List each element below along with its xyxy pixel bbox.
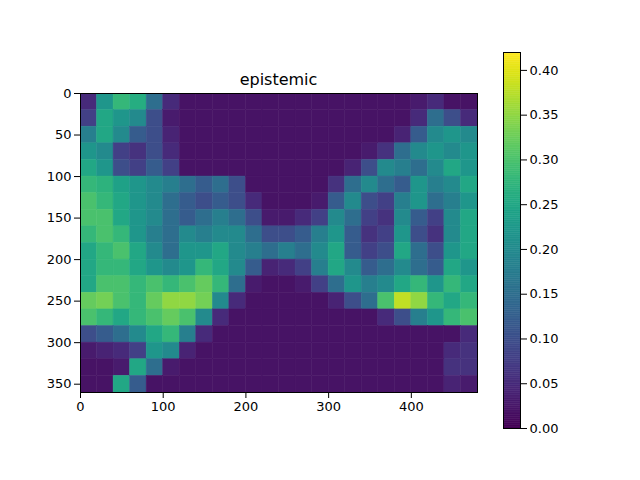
svg-text:0.35: 0.35 [530, 107, 559, 122]
svg-text:0.25: 0.25 [530, 197, 559, 212]
svg-text:0.40: 0.40 [530, 63, 559, 78]
svg-text:0.00: 0.00 [530, 421, 559, 436]
svg-text:0: 0 [63, 86, 71, 101]
svg-text:0.05: 0.05 [530, 376, 559, 391]
svg-text:350: 350 [47, 376, 72, 391]
svg-text:0.30: 0.30 [530, 152, 559, 167]
svg-text:0.15: 0.15 [530, 286, 559, 301]
svg-text:200: 200 [47, 252, 72, 267]
svg-text:0.10: 0.10 [530, 331, 559, 346]
svg-text:250: 250 [47, 293, 72, 308]
svg-text:100: 100 [151, 399, 176, 414]
svg-text:150: 150 [47, 210, 72, 225]
svg-text:200: 200 [234, 399, 259, 414]
svg-text:300: 300 [316, 399, 341, 414]
svg-text:100: 100 [47, 169, 72, 184]
html-text:epistemic: epistemic [239, 70, 318, 89]
svg-text:50: 50 [55, 127, 72, 142]
svg-text:300: 300 [47, 335, 72, 350]
svg-text:0.20: 0.20 [530, 242, 559, 257]
svg-text:0: 0 [76, 399, 84, 414]
svg-text:400: 400 [399, 399, 424, 414]
